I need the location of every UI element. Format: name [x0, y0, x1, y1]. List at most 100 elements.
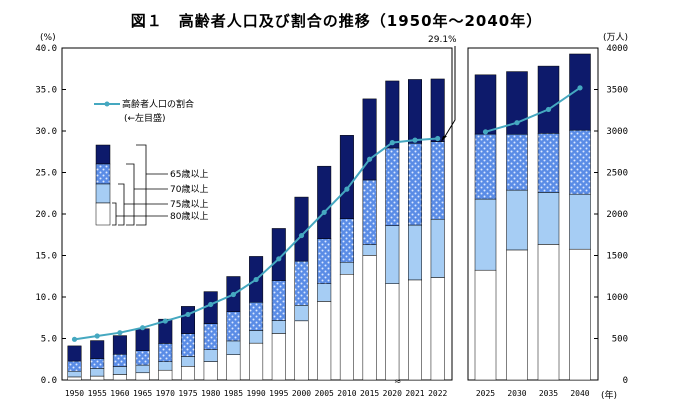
main-bar-1950-70 [67, 360, 82, 372]
left-axis-tick-label: 40.0 [35, 44, 57, 54]
main-bar-1960-70 [112, 354, 127, 367]
proj-bar-2035-70 [537, 133, 560, 193]
bar-legend-band-75 [95, 183, 111, 204]
line-legend-sub: (←左目盛) [124, 112, 166, 124]
main-bar-2005-75 [317, 283, 332, 302]
bar-legend-band-65 [95, 144, 111, 165]
main-bar-1975-80 [181, 366, 195, 381]
bar-legend-band-80 [95, 202, 111, 226]
main-bar-1975-70 [181, 333, 195, 357]
left-axis-tick-label: 20.0 [35, 210, 57, 220]
proj-bar-2030-80 [506, 249, 528, 381]
proj-x-tick-2040: 2040 [570, 389, 589, 398]
proj-ratio-point-2030 [514, 120, 520, 126]
main-bar-2000-65 [294, 196, 309, 262]
proj-x-tick-2035: 2035 [539, 389, 558, 398]
main-bar-1980-75 [203, 349, 218, 362]
x-axis-unit: (年) [601, 389, 617, 401]
main-x-tick-1980: 1980 [201, 389, 220, 398]
main-bar-2015-65 [362, 98, 377, 181]
main-x-tick-1970: 1970 [156, 389, 175, 398]
main-bar-1985-80 [226, 354, 241, 381]
main-x-tick-2020: 2020 [383, 389, 402, 398]
proj-bar-2030-70 [506, 133, 528, 191]
main-x-tick-1960: 1960 [110, 389, 129, 398]
proj-bar-2035-65 [537, 65, 560, 134]
main-bar-1960-65 [112, 335, 127, 355]
proj-ratio-point-2025 [482, 129, 489, 135]
main-ratio-point-1995 [276, 256, 282, 262]
main-bar-2000-75 [294, 305, 309, 322]
proj-bar-2035-80 [537, 244, 560, 381]
main-bar-2020-70 [385, 147, 400, 226]
main-x-tick-2005: 2005 [315, 389, 334, 398]
main-x-tick-1950: 1950 [65, 389, 84, 398]
chart-title: 図１ 高齢者人口及び割合の推移（1950年～2040年） [130, 12, 543, 30]
left-axis-tick-label: 0.0 [41, 376, 57, 386]
right-axis-tick-label: 3000 [606, 127, 628, 137]
proj-bar-2025-80 [474, 269, 497, 381]
main-x-tick-1990: 1990 [246, 389, 265, 398]
main-bar-1970-80 [158, 369, 173, 381]
main-bar-1950-65 [67, 345, 82, 362]
main-bar-2005-70 [317, 238, 332, 284]
main-bar-2010-80 [339, 274, 354, 381]
left-axis-tick-label: 25.0 [35, 169, 57, 179]
main-ratio-point-2021 [412, 137, 418, 143]
proj-bar-2025-65 [474, 74, 497, 135]
main-bar-1975-65 [181, 306, 195, 334]
main-bar-1960-75 [112, 366, 127, 375]
proj-bar-2040-65 [569, 53, 591, 131]
main-x-tick-2022: 2022 [428, 389, 447, 398]
break-mark: ≈ [394, 377, 402, 387]
main-bar-2005-65 [317, 165, 332, 239]
proj-bar-2040-70 [569, 129, 591, 195]
main-bar-1950-75 [67, 370, 82, 378]
main-bar-1965-65 [135, 328, 150, 351]
proj-bar-2040-75 [569, 193, 591, 250]
right-axis-tick-label: 500 [612, 335, 628, 345]
main-bar-2022-70 [430, 141, 445, 220]
bar-legend-brackets [112, 144, 168, 226]
main-bar-2021-75 [408, 224, 422, 281]
main-ratio-point-1960 [117, 330, 123, 336]
main-bar-1970-70 [158, 343, 173, 362]
proj-bar-2030-65 [506, 71, 528, 135]
main-bar-1980-80 [203, 361, 218, 381]
main-ratio-point-1985 [230, 291, 236, 298]
proj-bar-2025-75 [474, 198, 497, 271]
main-bar-2020-80 [385, 283, 400, 381]
main-bar-1995-75 [271, 320, 286, 334]
main-bar-2022-75 [430, 218, 445, 278]
proj-x-tick-2025: 2025 [476, 389, 495, 398]
main-bar-1975-75 [181, 356, 195, 367]
main-bar-2015-80 [362, 255, 377, 381]
left-axis-tick-label: 35.0 [35, 86, 57, 96]
main-bar-2020-75 [385, 225, 400, 284]
main-bar-2005-80 [317, 301, 332, 381]
main-ratio-point-1975 [185, 311, 191, 318]
main-bar-1995-70 [271, 280, 286, 321]
bar-legend-label-80: 80歳以上 [170, 210, 208, 222]
proj-bar-2035-75 [537, 192, 560, 245]
main-ratio-point-1965 [140, 325, 146, 331]
left-axis-tick-label: 30.0 [35, 127, 57, 137]
main-bar-1995-65 [271, 228, 286, 281]
main-x-tick-2021: 2021 [405, 389, 424, 398]
proj-bar-2025-70 [474, 133, 497, 200]
left-axis-tick-label: 15.0 [35, 252, 57, 262]
main-bar-2010-70 [339, 218, 354, 263]
main-bar-1955-65 [90, 340, 105, 359]
proj-ratio-point-2040 [577, 85, 583, 91]
main-bar-1965-75 [135, 364, 150, 374]
right-axis-tick-label: 3500 [606, 86, 628, 96]
line-legend-marker [104, 101, 110, 107]
main-ratio-point-2015 [367, 156, 373, 162]
callout-arrowhead [441, 136, 447, 142]
main-ratio-point-2010 [344, 186, 350, 192]
left-axis-tick-label: 10.0 [35, 293, 57, 303]
bar-legend-label-70: 70歳以上 [170, 183, 208, 195]
right-axis-tick-label: 4000 [606, 44, 628, 54]
main-bar-1965-70 [135, 350, 150, 366]
